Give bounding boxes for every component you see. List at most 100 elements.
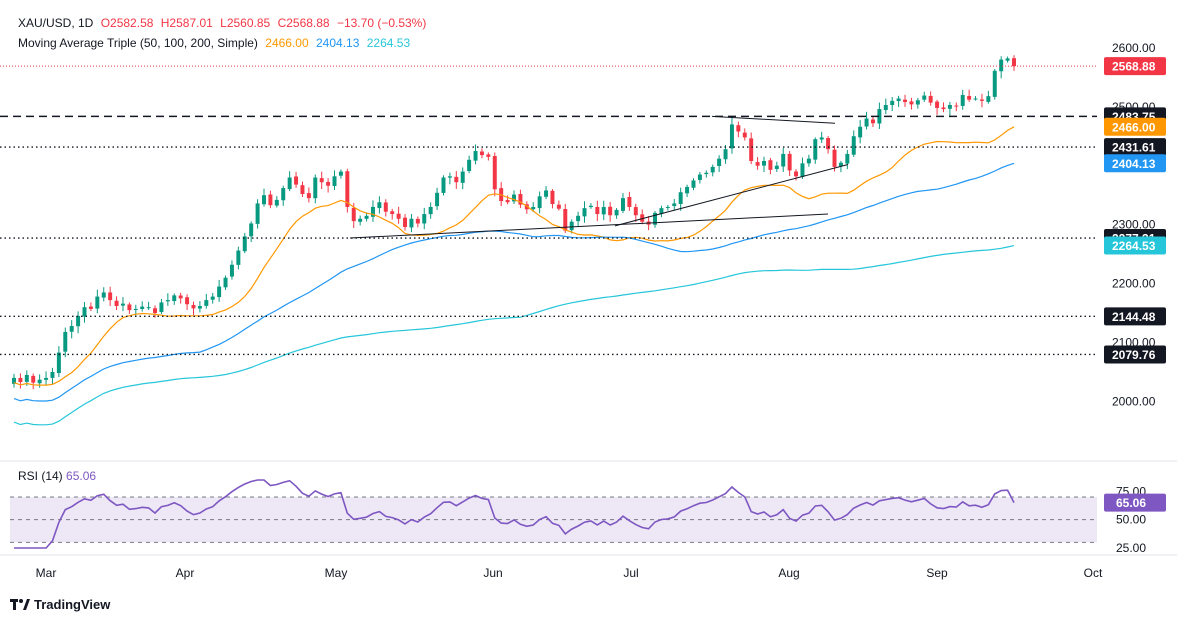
price-label-box: [1104, 138, 1166, 157]
candle-body: [832, 149, 837, 167]
candle-body: [223, 277, 228, 288]
candle-body: [204, 300, 209, 306]
trendline-rising: [614, 164, 849, 227]
candle-body: [544, 190, 549, 197]
candle-body: [435, 192, 440, 207]
candle-body: [101, 292, 106, 298]
ma-label[interactable]: Moving Average Triple (50, 100, 200, Sim…: [18, 36, 258, 50]
candle-body: [140, 306, 145, 309]
candle-body: [178, 295, 183, 299]
rsi-label[interactable]: RSI (14): [18, 469, 63, 483]
ohlc-header: XAU/USD, 1D O2582.58 H2587.01 L2560.85 C…: [18, 16, 430, 30]
price-label-box: [1104, 117, 1166, 136]
price-label: 2404.13: [1112, 157, 1156, 171]
ma50-value: 2466.00: [265, 36, 309, 50]
candle-body: [262, 195, 266, 205]
candle-body: [819, 137, 824, 140]
price-tick-label: 2200.00: [1112, 277, 1156, 291]
candle-body: [1012, 58, 1016, 67]
candle-body: [332, 176, 337, 186]
price-label: 2568.88: [1112, 60, 1156, 74]
candle-body: [620, 198, 625, 211]
candle-body: [595, 206, 600, 215]
candle-body: [1005, 58, 1010, 61]
time-tick-label: May: [325, 566, 348, 580]
candle-body: [633, 207, 638, 216]
candle-body: [44, 377, 49, 380]
candle-body: [518, 194, 523, 205]
candle-body: [108, 292, 113, 301]
price-tick-label: 2600.00: [1112, 41, 1156, 55]
price-label: 2431.61: [1112, 141, 1156, 155]
candle-body: [127, 304, 132, 311]
candle-body: [197, 306, 202, 309]
candle-body: [838, 162, 843, 167]
candle-body: [249, 223, 254, 237]
candle-body: [281, 188, 286, 201]
tradingview-brand[interactable]: TradingView: [10, 597, 110, 612]
rsi-last-label: 65.06: [1116, 496, 1146, 510]
rsi-value: 65.06: [66, 469, 97, 483]
candle-body: [396, 213, 401, 219]
candle-body: [729, 124, 734, 149]
candle-body: [627, 196, 632, 207]
candle-body: [762, 160, 766, 166]
candle-body: [479, 151, 484, 156]
candle-body: [986, 96, 991, 102]
candle-body: [973, 98, 978, 100]
candle-body: [685, 186, 690, 194]
candle-body: [967, 95, 972, 100]
candle-body: [954, 105, 959, 107]
candle-body: [191, 304, 196, 309]
candle-body: [768, 160, 773, 170]
candle-body: [909, 101, 914, 105]
candle-body: [556, 204, 561, 209]
candle-body: [864, 118, 869, 127]
time-tick-label: Jun: [483, 566, 502, 580]
candle-body: [114, 300, 119, 307]
candle-body: [153, 308, 158, 314]
candle-body: [941, 107, 946, 110]
candle-body: [345, 171, 350, 207]
ma50-line: [13, 126, 1015, 386]
rsi-header: RSI (14) 65.06: [18, 469, 96, 483]
candle-body: [422, 214, 427, 224]
candle-body: [992, 70, 997, 97]
candle-body: [858, 126, 863, 138]
candle-body: [845, 153, 850, 164]
tradingview-logo-icon: [10, 598, 30, 610]
candle-body: [717, 158, 722, 167]
candle-body: [358, 218, 363, 222]
candle-body: [614, 209, 619, 216]
candle-body: [588, 205, 593, 208]
candle-body: [486, 154, 491, 157]
candle-body: [37, 379, 42, 384]
candle-body: [31, 375, 36, 383]
candle-body: [172, 295, 177, 302]
time-tick-label: Apr: [176, 566, 195, 580]
candle-body: [890, 100, 895, 106]
candle-body: [120, 303, 125, 306]
candle-body: [313, 177, 318, 199]
candle-body: [947, 104, 952, 109]
symbol-label[interactable]: XAU/USD, 1D: [18, 16, 94, 30]
candle-body: [678, 192, 683, 204]
candle-body: [274, 199, 279, 206]
price-label-box: [1104, 236, 1166, 255]
candle-body: [806, 158, 811, 164]
price-label: 2264.53: [1112, 239, 1156, 253]
price-label-box: [1104, 57, 1166, 76]
candle-body: [742, 132, 747, 138]
price-tick-label: 2300.00: [1112, 218, 1156, 232]
candle-body: [390, 211, 395, 215]
candle-body: [928, 95, 933, 103]
candle-body: [531, 206, 536, 210]
candle-body: [146, 307, 151, 309]
candle-body: [370, 206, 375, 217]
candle-body: [794, 171, 799, 177]
candle-body: [896, 98, 901, 102]
candle-body: [88, 306, 93, 309]
candle-body: [537, 196, 542, 209]
candle-body: [377, 202, 382, 209]
candle-body: [338, 171, 343, 176]
